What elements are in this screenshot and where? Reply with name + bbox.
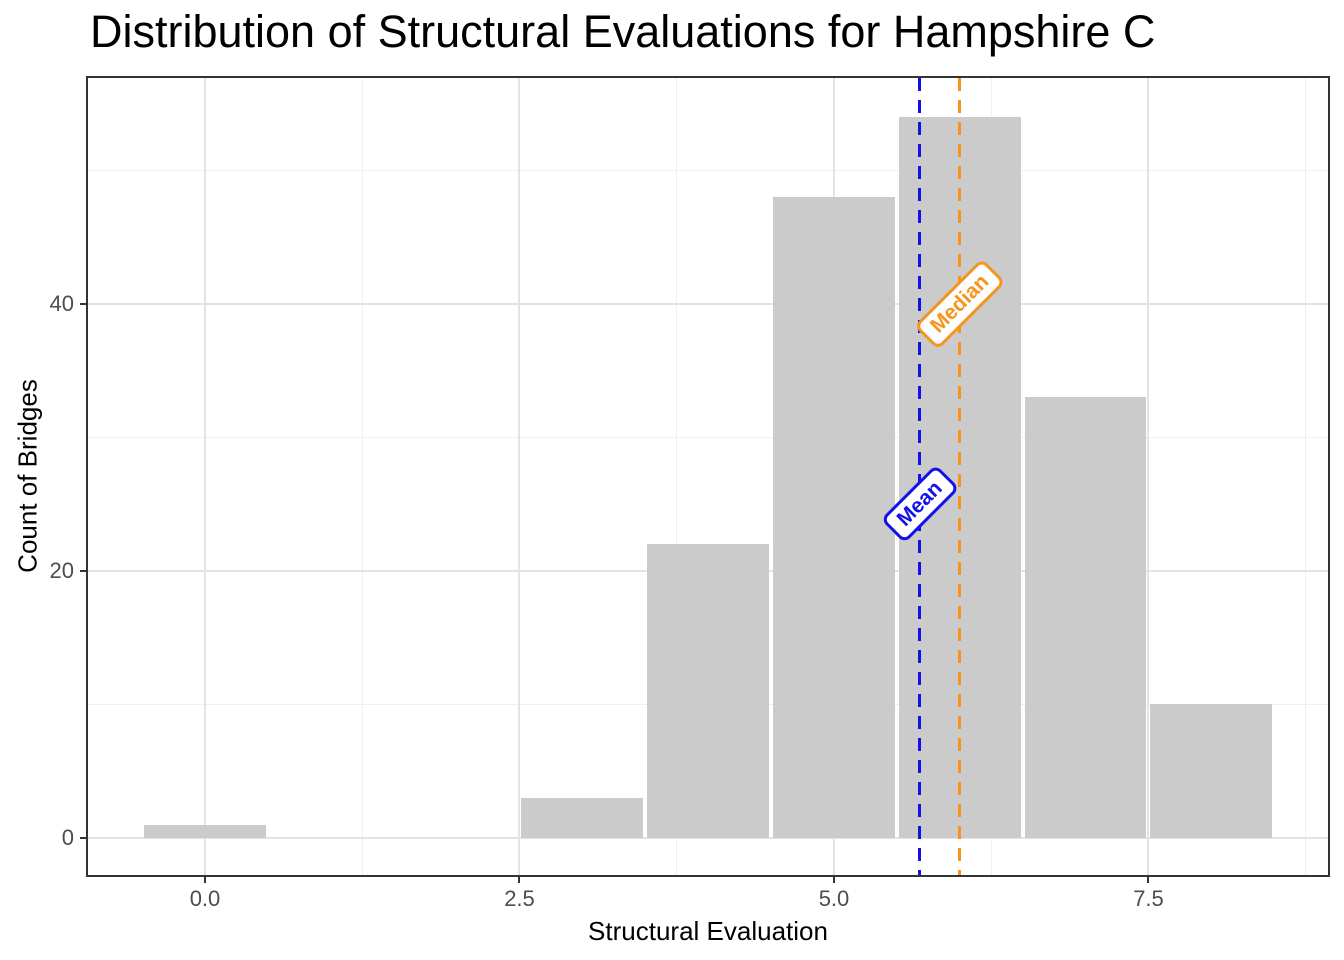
- x-axis-tick-label: 7.5: [1133, 886, 1164, 911]
- x-axis-tick-label: 0.0: [189, 886, 221, 911]
- y-axis-tick-label: 20: [49, 557, 74, 583]
- x-axis-tick: [203, 875, 206, 883]
- x-axis-tick: [832, 875, 835, 883]
- gridline-x-major: [518, 78, 521, 875]
- x-axis-tick-label: 5.0: [818, 886, 850, 911]
- y-axis-title: Count of Bridges: [12, 379, 43, 573]
- x-axis-title: Structural Evaluation: [588, 916, 828, 946]
- chart-panel: Mean Median: [86, 76, 1330, 877]
- histogram-bar: [521, 797, 644, 838]
- plot-title: Distribution of Structural Evaluations f…: [90, 6, 1156, 57]
- gridline-x-major: [203, 78, 206, 875]
- gridline-x-minor: [361, 78, 363, 875]
- mean-line: [918, 78, 922, 875]
- gridline-x-minor: [676, 78, 678, 875]
- histogram-bar: [144, 824, 266, 838]
- y-axis-tick-label: 0: [61, 825, 74, 850]
- histogram-bar: [1024, 397, 1147, 838]
- gridline-x-major: [1147, 78, 1150, 875]
- y-axis-tick-label: 40: [49, 290, 74, 316]
- gridline-y-major: [88, 302, 1328, 305]
- x-axis-tick-label: 2.5: [504, 886, 535, 911]
- x-axis-tick: [518, 875, 521, 883]
- y-axis-tick: [80, 837, 88, 839]
- median-line: [958, 78, 962, 875]
- x-axis-tick: [1147, 875, 1150, 883]
- histogram-bar: [647, 544, 770, 838]
- gridline-y-major: [88, 837, 1328, 839]
- histogram-bar: [773, 196, 895, 838]
- gridline-y-minor: [88, 169, 1328, 171]
- gridline-y-minor: [88, 436, 1328, 438]
- y-axis-tick: [80, 569, 88, 572]
- y-axis-tick: [80, 302, 88, 305]
- gridline-x-minor: [1305, 78, 1307, 875]
- histogram-bar: [1150, 704, 1273, 838]
